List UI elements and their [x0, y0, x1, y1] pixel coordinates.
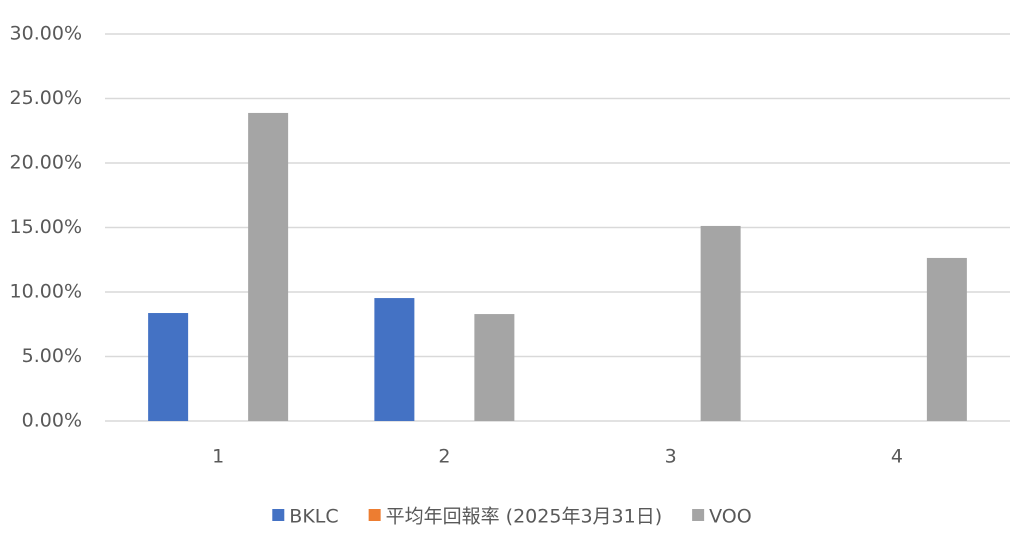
x-tick-label: 4	[891, 446, 903, 468]
bar	[248, 112, 289, 421]
legend-swatch	[272, 509, 285, 521]
bar	[700, 225, 741, 421]
x-tick-label: 1	[212, 446, 224, 468]
legend-label: 平均年回報率 (2025年3月31日)	[386, 506, 662, 528]
y-tick-label: 0.00%	[22, 410, 82, 432]
x-tick-label: 3	[665, 446, 677, 468]
x-tick-label: 2	[438, 446, 450, 468]
y-tick-label: 15.00%	[10, 216, 82, 238]
y-tick-label: 30.00%	[10, 23, 82, 45]
y-tick-label: 20.00%	[10, 152, 82, 174]
y-tick-label: 25.00%	[10, 87, 82, 109]
legend-swatch	[368, 509, 381, 521]
bar	[926, 257, 967, 421]
bar	[374, 298, 415, 421]
legend-swatch	[692, 509, 705, 521]
bar	[474, 314, 515, 421]
legend-label: BKLC	[289, 506, 338, 528]
y-tick-label: 5.00%	[22, 345, 82, 367]
legend-label: VOO	[709, 506, 752, 528]
bar	[148, 313, 189, 421]
y-tick-label: 10.00%	[10, 281, 82, 303]
